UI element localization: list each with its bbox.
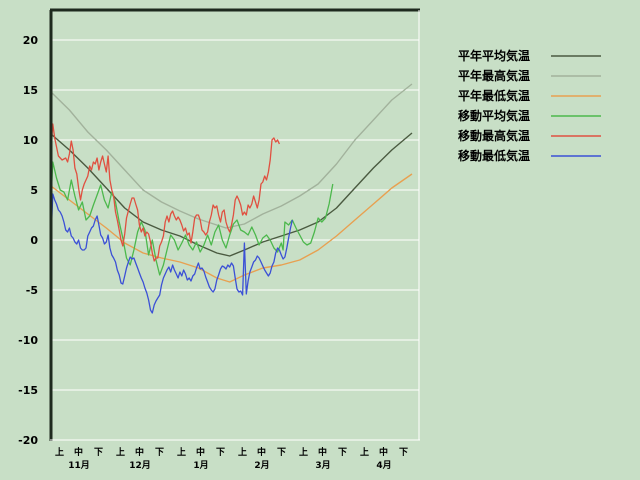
legend-label: 移動最低気温 (458, 148, 530, 163)
y-tick-label: -5 (26, 284, 38, 297)
x-month-label: 12月 (129, 460, 151, 471)
x-dekad-label: 上 (299, 446, 308, 458)
y-tick-label: 20 (23, 34, 39, 47)
x-dekad-label: 下 (155, 447, 164, 458)
legend-label: 平年平均気温 (458, 48, 530, 63)
legend-label: 移動平均気温 (458, 108, 530, 123)
y-tick-label: -15 (18, 384, 38, 397)
series-line (50, 83, 413, 229)
grid-lines (52, 39, 419, 391)
x-month-label: 2月 (254, 460, 269, 471)
legend-label: 移動最高気温 (458, 128, 530, 143)
y-tick-label: 5 (30, 184, 38, 197)
x-dekad-label: 中 (318, 446, 327, 458)
x-dekad-label: 上 (177, 446, 186, 458)
legend-label: 平年最低気温 (458, 88, 530, 103)
x-tick-labels: 上中下上中下上中下上中下上中下上中下11月 12月 1月 2月 3月 4月 (55, 446, 408, 471)
x-dekad-label: 中 (135, 446, 144, 458)
x-dekad-label: 中 (379, 446, 388, 458)
x-month-label: 1月 (193, 460, 208, 471)
series-lines (50, 83, 413, 314)
x-dekad-label: 中 (196, 446, 205, 458)
x-month-label: 11月 (68, 460, 90, 471)
x-dekad-label: 上 (55, 446, 64, 458)
x-dekad-label: 下 (277, 447, 286, 458)
y-tick-label: 0 (30, 234, 38, 247)
x-dekad-label: 下 (399, 447, 408, 458)
y-tick-label: 10 (23, 134, 39, 147)
x-month-label: 4月 (376, 460, 391, 471)
x-dekad-label: 下 (338, 447, 347, 458)
y-tick-label: 15 (23, 84, 38, 97)
series-line (50, 161, 334, 276)
x-dekad-label: 上 (360, 446, 369, 458)
series-line (50, 173, 413, 283)
y-tick-label: -20 (18, 434, 38, 447)
x-dekad-label: 下 (216, 447, 225, 458)
y-tick-labels: 20 15 10 5 0 -5 -10 -15 -20 (18, 34, 38, 447)
series-line (50, 193, 293, 314)
x-dekad-label: 上 (238, 446, 247, 458)
series-line (50, 123, 280, 262)
y-tick-label: -10 (18, 334, 38, 347)
x-dekad-label: 上 (116, 446, 125, 458)
legend-label: 平年最高気温 (458, 68, 530, 83)
plot-area (51, 10, 419, 440)
x-dekad-label: 下 (94, 447, 103, 458)
x-month-label: 3月 (315, 460, 330, 471)
x-dekad-label: 中 (74, 446, 83, 458)
x-dekad-label: 中 (257, 446, 266, 458)
